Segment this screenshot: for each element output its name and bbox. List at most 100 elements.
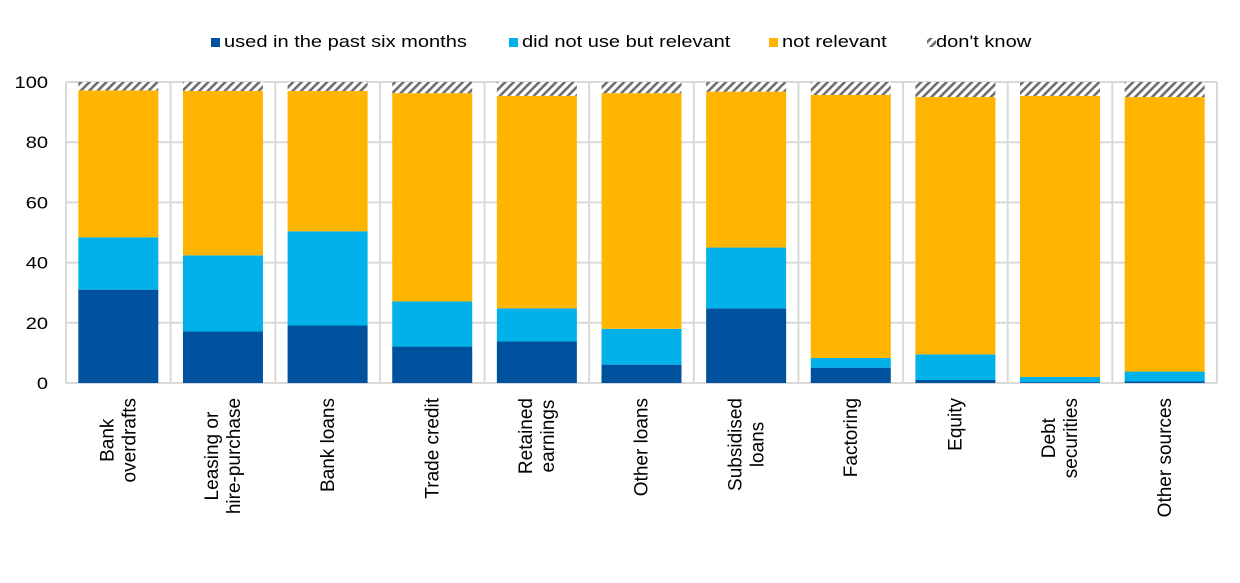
x-label-line: Other loans xyxy=(632,398,653,496)
bar-segment-used-in-the-past-six-months xyxy=(1020,382,1101,383)
legend-item-used-in-the-past-six-months: used in the past six months xyxy=(211,31,467,51)
bar-segment-don-t-know xyxy=(78,82,159,91)
bar-segment-did-not-use-but-relevant xyxy=(601,328,682,365)
x-label-other-sources: Other sources xyxy=(1155,398,1176,517)
bar-segment-used-in-the-past-six-months xyxy=(915,379,996,383)
legend-item-did-not-use-but-relevant: did not use but relevant xyxy=(509,31,731,51)
legend-swatch xyxy=(509,38,518,47)
x-label-bank-loans: Bank loans xyxy=(318,398,339,492)
y-tick-label: 20 xyxy=(26,313,48,332)
legend-swatch xyxy=(927,38,936,47)
bar-group-equity xyxy=(915,82,996,383)
bar-segment-don-t-know xyxy=(287,82,368,92)
bar-segment-did-not-use-but-relevant xyxy=(78,237,159,290)
bar-segment-not-relevant xyxy=(601,93,682,329)
y-tick-label: 60 xyxy=(26,193,48,212)
bar-segment-used-in-the-past-six-months xyxy=(392,346,473,383)
x-label-line: Bank xyxy=(97,418,118,462)
legend-item-don-t-know: don't know xyxy=(927,31,1032,51)
bar-segment-not-relevant xyxy=(392,93,473,302)
y-tick-label: 0 xyxy=(37,373,48,392)
bar-segment-used-in-the-past-six-months xyxy=(287,325,368,383)
bar-group-trade-credit xyxy=(392,82,473,383)
bar-group-factoring xyxy=(810,82,891,383)
x-label-line: loans xyxy=(747,422,768,467)
y-tick-label: 100 xyxy=(15,72,48,91)
bar-segment-not-relevant xyxy=(182,91,263,256)
bar-group-bank-loans xyxy=(287,82,368,383)
bar-segment-used-in-the-past-six-months xyxy=(78,289,159,383)
bar-segment-don-t-know xyxy=(1124,82,1205,98)
bar-segment-don-t-know xyxy=(601,82,682,94)
bar-segment-don-t-know xyxy=(182,82,263,92)
y-tick-label: 40 xyxy=(26,253,48,272)
bar-segment-did-not-use-but-relevant xyxy=(706,247,787,309)
x-label-line: hire-purchase xyxy=(224,398,245,514)
x-label-line: overdrafts xyxy=(119,398,140,482)
x-label-line: Trade credit xyxy=(422,397,443,498)
x-label-equity: Equity xyxy=(946,398,967,451)
bar-segment-used-in-the-past-six-months xyxy=(601,364,682,383)
y-axis-tick-labels: 0 20 40 60 80 100 xyxy=(15,72,48,392)
bar-segment-not-relevant xyxy=(496,95,577,309)
bar-segment-don-t-know xyxy=(810,82,891,95)
bar-segment-used-in-the-past-six-months xyxy=(1124,381,1205,383)
bar-segment-used-in-the-past-six-months xyxy=(706,308,787,383)
legend-swatch xyxy=(769,38,778,47)
bar-segment-not-relevant xyxy=(1124,97,1205,372)
x-axis-category-labels: Bank overdrafts Leasing or hire-purchase Ban… xyxy=(97,397,1175,517)
bar-segment-did-not-use-but-relevant xyxy=(1124,371,1205,382)
bar-segment-not-relevant xyxy=(1020,95,1101,377)
x-label-other-loans: Other loans xyxy=(632,398,653,496)
x-label-line: Subsidised xyxy=(725,398,746,491)
bar-group-other-loans xyxy=(601,82,682,383)
legend-swatch xyxy=(211,38,220,47)
legend-item-not-relevant: not relevant xyxy=(769,31,888,51)
x-label-line: Debt xyxy=(1039,417,1060,458)
x-label-debt-securities: Debt securities xyxy=(1039,398,1082,478)
bar-segment-used-in-the-past-six-months xyxy=(810,367,891,383)
bar-segment-not-relevant xyxy=(78,90,159,238)
bar-segment-did-not-use-but-relevant xyxy=(915,354,996,380)
legend-label: did not use but relevant xyxy=(522,31,731,50)
x-label-bank-overdrafts: Bank overdrafts xyxy=(97,398,140,482)
x-label-leasing-or-hire-purchase: Leasing or hire-purchase xyxy=(202,398,245,514)
bar-segment-don-t-know xyxy=(915,82,996,98)
bar-segment-did-not-use-but-relevant xyxy=(392,301,473,347)
x-label-subsidised-loans: Subsidised loans xyxy=(725,398,768,491)
x-label-line: Leasing or xyxy=(202,411,223,500)
bar-segment-don-t-know xyxy=(1020,82,1101,96)
legend-label: don't know xyxy=(936,31,1032,50)
x-label-trade-credit: Trade credit xyxy=(422,397,443,498)
bar-segment-not-relevant xyxy=(810,94,891,359)
bar-group-bank-overdrafts xyxy=(78,82,159,383)
bar-segment-did-not-use-but-relevant xyxy=(810,358,891,368)
x-label-line: Bank loans xyxy=(318,398,339,492)
bar-segment-did-not-use-but-relevant xyxy=(496,308,577,342)
bar-segment-did-not-use-but-relevant xyxy=(287,231,368,326)
bar-segment-not-relevant xyxy=(287,91,368,232)
x-label-retained-earnings: Retained earnings xyxy=(516,398,559,474)
x-label-line: securities xyxy=(1061,398,1082,478)
bar-segment-don-t-know xyxy=(392,82,473,94)
bars xyxy=(78,82,1205,383)
x-label-line: earnings xyxy=(538,400,559,473)
bar-segment-did-not-use-but-relevant xyxy=(1020,376,1101,383)
bar-group-other-sources xyxy=(1124,82,1205,383)
bar-segment-did-not-use-but-relevant xyxy=(182,255,263,332)
legend-label: used in the past six months xyxy=(224,31,467,50)
bar-segment-not-relevant xyxy=(706,91,787,248)
x-label-line: Retained xyxy=(516,398,537,474)
y-tick-label: 80 xyxy=(26,133,48,152)
legend: used in the past six months did not use b… xyxy=(211,31,1032,51)
x-label-factoring: Factoring xyxy=(841,398,862,477)
x-label-line: Other sources xyxy=(1155,398,1176,517)
bar-segment-not-relevant xyxy=(915,97,996,355)
bar-group-leasing-or-hire-purchase xyxy=(182,82,263,383)
x-label-line: Equity xyxy=(946,398,967,451)
bar-segment-don-t-know xyxy=(496,82,577,96)
legend-label: not relevant xyxy=(782,31,888,50)
bar-group-subsidised-loans xyxy=(706,82,787,383)
bar-group-retained-earnings xyxy=(496,82,577,383)
